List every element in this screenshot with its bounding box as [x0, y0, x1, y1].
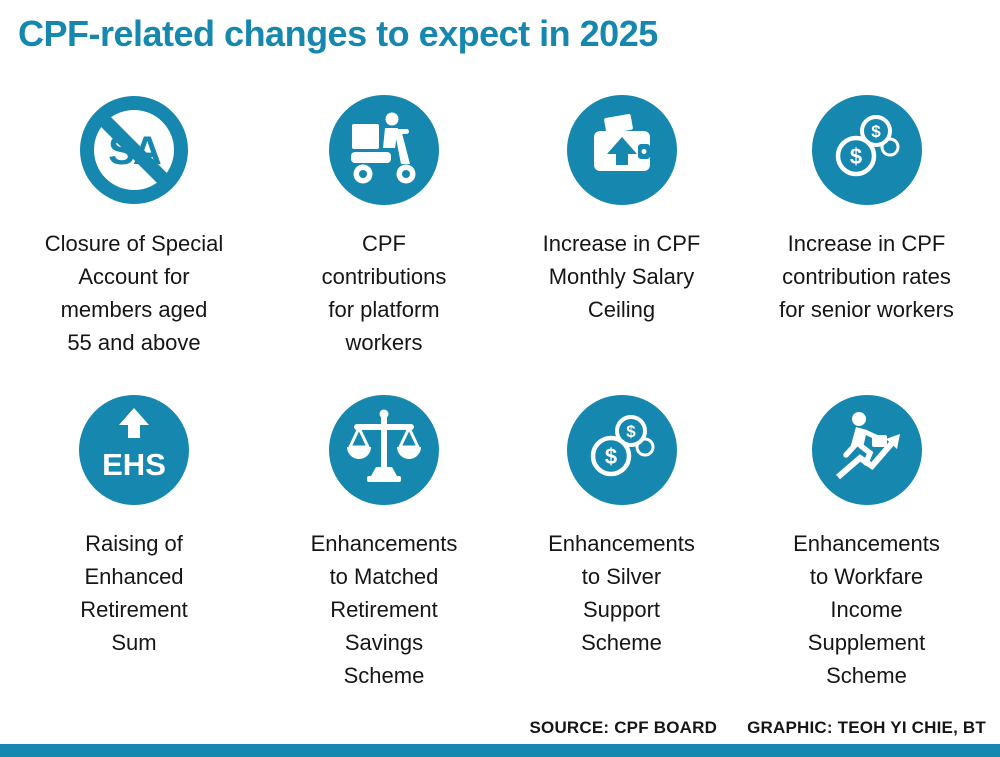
- no-special-account-icon: SA: [79, 95, 189, 205]
- item-card: Increase in CPF Monthly Salary Ceiling: [504, 95, 739, 359]
- item-card: EHS Raising of Enhanced Retirement Sum: [4, 395, 264, 692]
- dollar-glyph: $: [604, 444, 616, 469]
- item-card: Enhancements to Workfare Income Suppleme…: [739, 395, 994, 692]
- ehs-icon-text: EHS: [102, 447, 166, 482]
- infographic-grid: SA Closure of Special Account for member…: [0, 95, 1000, 692]
- footer: SOURCE: CPF BOARD GRAPHIC: TEOH YI CHIE,…: [529, 718, 986, 738]
- item-caption: Raising of Enhanced Retirement Sum: [80, 531, 188, 655]
- item-caption: Enhancements to Matched Retirement Savin…: [310, 531, 458, 688]
- item-card: Enhancements to Matched Retirement Savin…: [264, 395, 504, 692]
- item-caption: Closure of Special Account for members a…: [44, 231, 224, 355]
- item-caption: CPF contributions for platform workers: [321, 231, 447, 355]
- page-title: CPF-related changes to expect in 2025: [18, 13, 658, 54]
- balance-scales-icon: [329, 395, 439, 505]
- dollar-glyph: $: [871, 122, 881, 141]
- bottom-bar: [0, 744, 1000, 757]
- credit-text: GRAPHIC: TEOH YI CHIE, BT: [747, 718, 986, 737]
- dollar-glyph: $: [849, 144, 861, 169]
- item-card: $ $ Enhancements to Silver Support Schem…: [504, 395, 739, 692]
- item-caption: Increase in CPF Monthly Salary Ceiling: [542, 231, 701, 322]
- coins-icon: $ $: [566, 395, 677, 505]
- item-caption: Increase in CPF contribution rates for s…: [779, 231, 954, 322]
- source-text: SOURCE: CPF BOARD: [529, 718, 718, 737]
- coins-icon: $ $: [811, 95, 922, 205]
- item-card: CPF contributions for platform workers: [264, 95, 504, 359]
- item-card: $ $ Increase in CPF contribution rates f…: [739, 95, 994, 359]
- delivery-scooter-icon: [329, 95, 439, 205]
- dollar-glyph: $: [626, 422, 636, 441]
- ehs-up-arrow-icon: EHS: [79, 395, 189, 505]
- item-card: SA Closure of Special Account for member…: [4, 95, 264, 359]
- wallet-up-arrow-icon: [566, 95, 677, 205]
- running-worker-arrow-icon: [811, 395, 922, 505]
- item-caption: Enhancements to Workfare Income Suppleme…: [793, 531, 940, 688]
- item-caption: Enhancements to Silver Support Scheme: [548, 531, 695, 655]
